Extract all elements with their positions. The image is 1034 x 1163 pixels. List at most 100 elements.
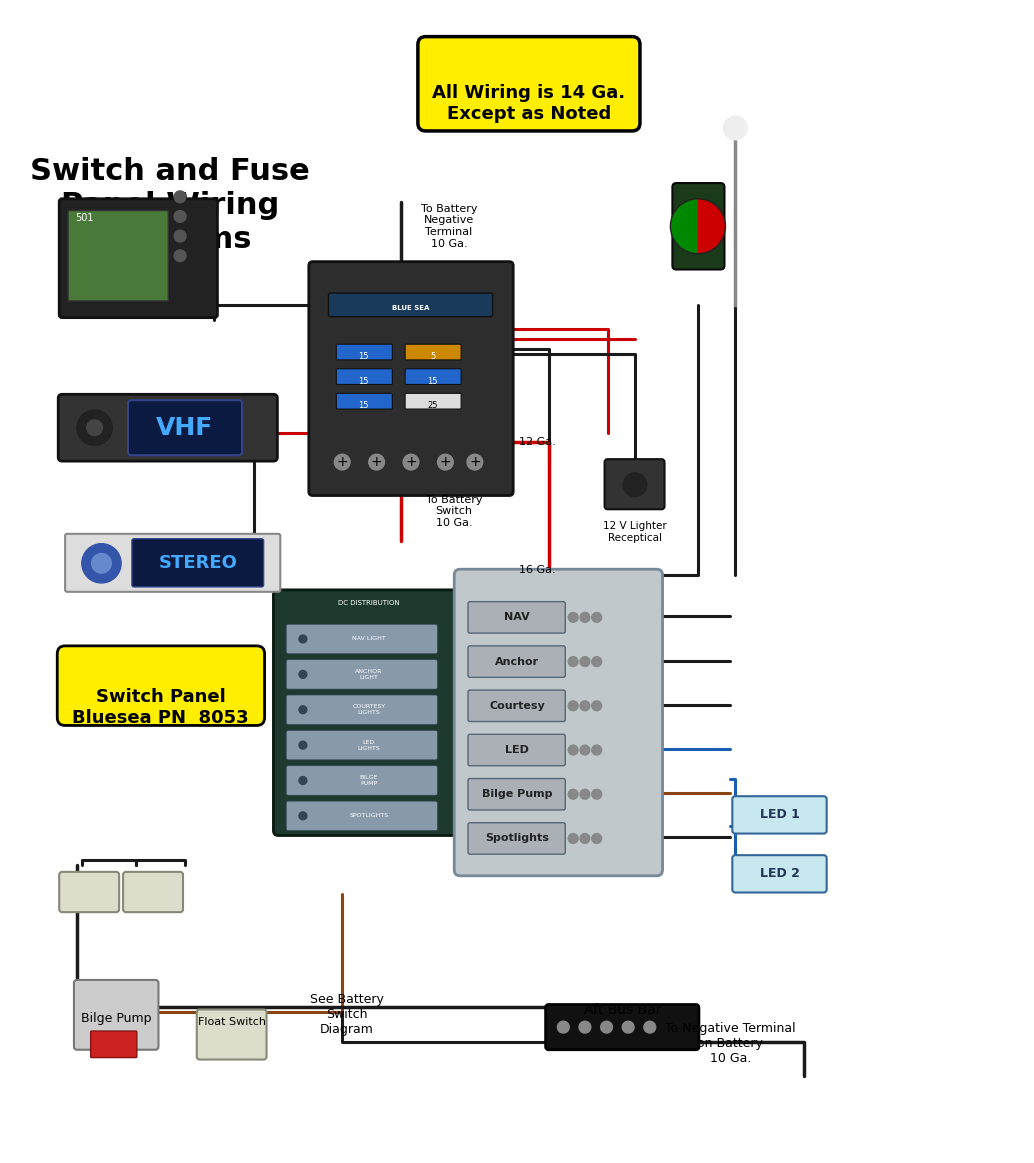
Circle shape	[569, 701, 578, 711]
Circle shape	[569, 613, 578, 622]
FancyBboxPatch shape	[286, 659, 437, 690]
Text: STEREO: STEREO	[158, 555, 237, 572]
FancyBboxPatch shape	[468, 690, 566, 721]
Text: DC DISTRIBUTION: DC DISTRIBUTION	[338, 600, 399, 606]
Circle shape	[299, 741, 307, 749]
Text: To Battery
Switch
10 Ga.: To Battery Switch 10 Ga.	[426, 494, 482, 528]
Text: Float Switch: Float Switch	[199, 1018, 266, 1027]
FancyBboxPatch shape	[59, 199, 217, 317]
FancyBboxPatch shape	[196, 1009, 267, 1059]
Text: 501: 501	[74, 213, 93, 223]
Circle shape	[299, 670, 307, 678]
Circle shape	[299, 812, 307, 820]
Text: To Negative Terminal
on Battery: To Negative Terminal on Battery	[665, 1022, 796, 1050]
FancyBboxPatch shape	[123, 872, 183, 912]
Circle shape	[580, 745, 589, 755]
Text: 15: 15	[359, 352, 369, 361]
Circle shape	[174, 211, 186, 222]
Circle shape	[557, 1021, 569, 1033]
Text: COURTESY
LIGHTS: COURTESY LIGHTS	[353, 705, 386, 715]
Circle shape	[579, 1021, 590, 1033]
Circle shape	[644, 1021, 656, 1033]
FancyBboxPatch shape	[405, 344, 461, 359]
FancyBboxPatch shape	[329, 293, 492, 316]
Text: NAV LIGHT: NAV LIGHT	[352, 636, 386, 642]
Text: VHF: VHF	[156, 415, 214, 440]
Text: 15: 15	[359, 377, 369, 386]
Text: Spotlights: Spotlights	[485, 834, 549, 843]
Circle shape	[601, 1021, 612, 1033]
Circle shape	[569, 834, 578, 843]
Circle shape	[174, 250, 186, 262]
Text: All Wiring is 14 Ga.
Except as Noted: All Wiring is 14 Ga. Except as Noted	[432, 84, 626, 122]
Text: +: +	[405, 455, 417, 469]
FancyBboxPatch shape	[273, 590, 465, 835]
Text: 10 Ga.: 10 Ga.	[709, 1051, 751, 1064]
FancyBboxPatch shape	[65, 534, 280, 592]
Text: +: +	[336, 455, 348, 469]
FancyBboxPatch shape	[309, 262, 513, 495]
Text: LED 2: LED 2	[760, 868, 799, 880]
Text: See Battery
Switch
Diagram: See Battery Switch Diagram	[310, 993, 384, 1036]
FancyBboxPatch shape	[286, 765, 437, 795]
FancyBboxPatch shape	[405, 369, 461, 385]
Text: 16 Ga.: 16 Ga.	[519, 565, 555, 576]
Circle shape	[403, 455, 419, 470]
Circle shape	[622, 1021, 634, 1033]
Circle shape	[369, 455, 385, 470]
FancyBboxPatch shape	[732, 797, 826, 834]
FancyBboxPatch shape	[468, 822, 566, 854]
FancyBboxPatch shape	[672, 183, 725, 270]
Circle shape	[77, 411, 113, 445]
FancyBboxPatch shape	[286, 625, 437, 654]
FancyBboxPatch shape	[468, 778, 566, 809]
Text: ANCHOR
LIGHT: ANCHOR LIGHT	[355, 669, 383, 679]
FancyBboxPatch shape	[546, 1005, 699, 1050]
Circle shape	[580, 657, 589, 666]
Circle shape	[92, 554, 112, 573]
Text: BILGE
PUMP: BILGE PUMP	[360, 775, 378, 786]
FancyBboxPatch shape	[286, 695, 437, 725]
Circle shape	[82, 543, 121, 583]
Text: LED 1: LED 1	[760, 808, 799, 821]
FancyBboxPatch shape	[405, 393, 461, 409]
Circle shape	[724, 116, 748, 140]
FancyBboxPatch shape	[286, 730, 437, 759]
Text: +: +	[371, 455, 383, 469]
Circle shape	[174, 191, 186, 202]
Circle shape	[591, 657, 602, 666]
Circle shape	[591, 745, 602, 755]
Text: NAV: NAV	[505, 613, 530, 622]
Text: 15: 15	[427, 377, 437, 386]
FancyBboxPatch shape	[605, 459, 665, 509]
Circle shape	[591, 790, 602, 799]
Circle shape	[569, 745, 578, 755]
Text: 25: 25	[427, 401, 437, 411]
FancyBboxPatch shape	[336, 369, 392, 385]
FancyBboxPatch shape	[128, 400, 242, 455]
FancyBboxPatch shape	[454, 569, 663, 876]
Text: +: +	[469, 455, 481, 469]
Circle shape	[591, 613, 602, 622]
Circle shape	[569, 657, 578, 666]
Circle shape	[334, 455, 351, 470]
Text: Aft Bus Bar: Aft Bus Bar	[583, 1003, 661, 1016]
Text: LED
LIGHTS: LED LIGHTS	[358, 740, 381, 750]
Text: Bilge Pump: Bilge Pump	[81, 1013, 151, 1026]
Text: Anchor: Anchor	[495, 657, 539, 666]
Circle shape	[467, 455, 483, 470]
FancyBboxPatch shape	[132, 538, 264, 587]
Text: 12 V Lighter
Receptical: 12 V Lighter Receptical	[603, 521, 667, 543]
FancyBboxPatch shape	[91, 1032, 136, 1057]
Circle shape	[580, 701, 589, 711]
Circle shape	[437, 455, 453, 470]
FancyBboxPatch shape	[74, 980, 158, 1050]
Circle shape	[299, 635, 307, 643]
Text: SPOTLIGHTS: SPOTLIGHTS	[349, 813, 389, 819]
Circle shape	[174, 230, 186, 242]
Circle shape	[580, 790, 589, 799]
Text: +: +	[439, 455, 451, 469]
FancyBboxPatch shape	[59, 872, 119, 912]
FancyBboxPatch shape	[468, 734, 566, 765]
Text: Switch and Fuse
Panel Wiring
Diagrams: Switch and Fuse Panel Wiring Diagrams	[30, 157, 310, 254]
